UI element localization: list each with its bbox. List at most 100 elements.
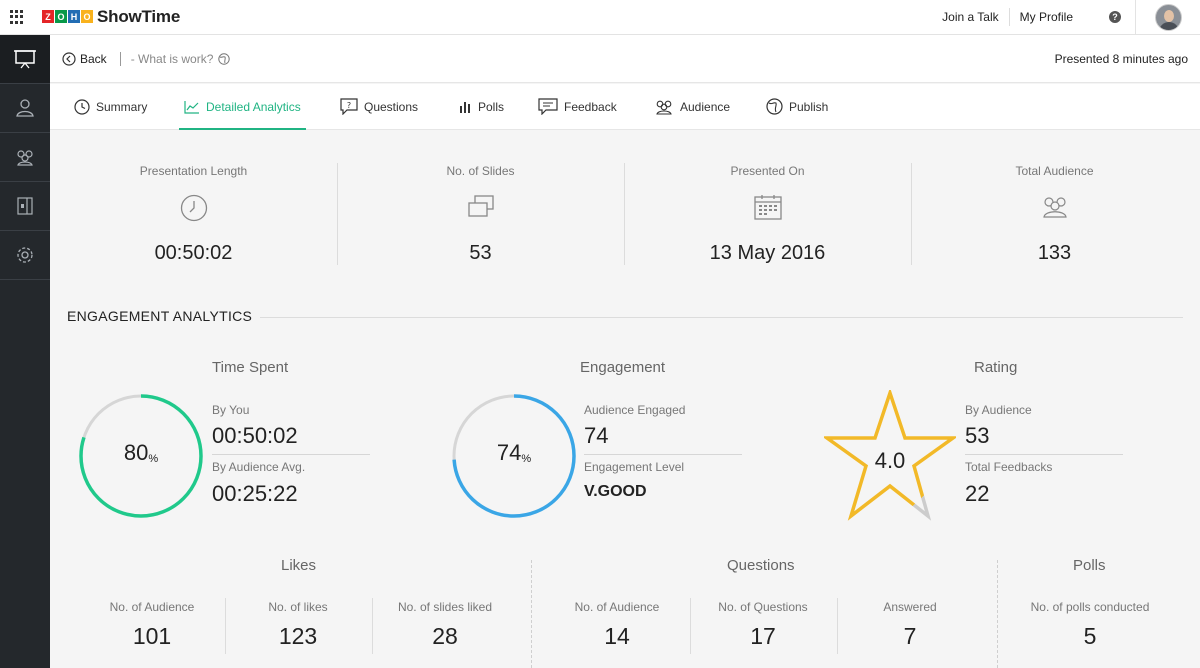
library-icon — [17, 197, 33, 215]
engagement-level-label: Engagement Level — [584, 460, 685, 474]
presentation-title: - What is work? — [130, 51, 214, 66]
sidebar-item-presenter[interactable] — [0, 84, 50, 133]
clock-icon — [74, 98, 90, 115]
divider — [119, 51, 121, 66]
tab-label: Publish — [789, 99, 829, 114]
tab-label: Questions — [364, 99, 419, 114]
calendar-icon — [753, 195, 782, 220]
rating-value: 4.0 — [874, 448, 906, 473]
divider — [531, 560, 532, 668]
feedback-icon — [538, 98, 558, 115]
back-button[interactable]: Back — [62, 52, 107, 66]
time-spent-ring — [79, 394, 203, 518]
sidebar-item-library[interactable] — [0, 182, 50, 231]
tab-detailed-analytics[interactable]: Detailed Analytics — [179, 84, 306, 130]
questions-audience-value: 14 — [604, 623, 630, 649]
total-feedbacks-value: 22 — [965, 481, 990, 506]
app-logo[interactable]: Z O H O ShowTime — [42, 7, 180, 27]
divider — [965, 454, 1123, 455]
divider — [1008, 8, 1010, 26]
stat-value: 133 — [1037, 242, 1072, 264]
tab-audience[interactable]: Audience — [654, 84, 730, 129]
time-spent-percent: 80% — [79, 440, 203, 466]
section-heading: ENGAGEMENT ANALYTICS — [67, 308, 253, 324]
likes-title: Likes — [281, 557, 317, 574]
audience-icon — [17, 150, 33, 166]
tab-label: Detailed Analytics — [206, 99, 301, 114]
tab-label: Polls — [478, 99, 505, 114]
total-feedbacks-label: Total Feedbacks — [965, 460, 1053, 474]
svg-text:?: ? — [347, 101, 351, 110]
analytics-tabs: Summary Detailed Analytics ? Questions P… — [50, 84, 1200, 130]
slides-liked-label: No. of slides liked — [397, 600, 493, 614]
tab-summary[interactable]: Summary — [74, 84, 147, 129]
tab-questions[interactable]: ? Questions — [340, 84, 418, 129]
divider — [260, 317, 1183, 318]
by-you-value: 00:50:02 — [212, 423, 298, 448]
sidebar-item-audience[interactable] — [0, 133, 50, 182]
time-spent-progress — [79, 394, 203, 518]
answered-value: 7 — [903, 623, 917, 649]
stat-value: 53 — [469, 242, 492, 264]
time-spent-title: Time Spent — [212, 359, 289, 376]
slides-icon — [467, 195, 494, 217]
join-talk-link[interactable]: Join a Talk — [942, 10, 999, 24]
top-right-nav: Join a Talk My Profile ? — [932, 0, 1200, 34]
divider — [584, 454, 742, 455]
apps-grid-icon[interactable] — [10, 10, 24, 24]
likes-count-label: No. of likes — [268, 600, 328, 614]
engagement-progress — [452, 394, 576, 518]
audience-engaged-value: 74 — [584, 423, 609, 448]
globe-icon — [766, 98, 783, 115]
avatar[interactable] — [1154, 3, 1182, 31]
stat-value: 13 May 2016 — [709, 242, 826, 264]
app-name: ShowTime — [97, 7, 181, 26]
stat-label: Presentation Length — [139, 164, 248, 178]
engagement-title: Engagement — [580, 359, 666, 376]
stat-label: Presented On — [730, 164, 805, 178]
sidebar — [0, 35, 50, 668]
presentation-icon — [14, 50, 36, 69]
presented-time: Presented 8 minutes ago — [1054, 52, 1188, 66]
rating-star-icon — [824, 390, 956, 521]
divider — [997, 560, 998, 668]
clock-icon — [180, 194, 207, 222]
tab-label: Feedback — [564, 99, 617, 114]
stat-presentation-length: Presentation Length 00:50:02 — [50, 131, 337, 291]
divider — [837, 598, 838, 654]
audience-avg-label: By Audience Avg. — [212, 460, 306, 474]
divider — [690, 598, 691, 654]
polls-conducted-label: No. of polls conducted — [1030, 600, 1150, 614]
presentation-header: Back - What is work? Presented 8 minutes… — [50, 35, 1200, 83]
polls-conducted-value: 5 — [1083, 623, 1097, 649]
stat-presented-on: Presented On 13 May 2016 — [624, 131, 911, 291]
percent-value: 80 — [123, 440, 149, 465]
sidebar-item-presentations[interactable] — [0, 35, 50, 84]
tab-feedback[interactable]: Feedback — [538, 84, 617, 129]
tab-label: Summary — [96, 99, 148, 114]
tab-label: Audience — [680, 99, 731, 114]
percent-sign: % — [521, 453, 532, 465]
tab-publish[interactable]: Publish — [766, 84, 828, 129]
presentation-stats: Presentation Length 00:50:02 No. of Slid… — [50, 131, 1200, 291]
zoho-logo: Z O H O — [42, 10, 94, 24]
stat-slides: No. of Slides 53 — [337, 131, 624, 291]
my-profile-link[interactable]: My Profile — [1019, 10, 1073, 24]
globe-icon — [218, 52, 231, 65]
percent-sign: % — [148, 453, 159, 465]
by-you-label: By You — [212, 403, 250, 417]
stat-label: No. of Slides — [446, 164, 515, 178]
divider — [624, 163, 625, 265]
slides-liked-value: 28 — [432, 623, 458, 649]
tab-polls[interactable]: Polls — [458, 84, 504, 129]
help-icon[interactable]: ? — [1109, 11, 1121, 23]
by-audience-value: 53 — [965, 423, 990, 448]
back-arrow-icon — [62, 51, 76, 66]
divider — [225, 598, 226, 654]
likes-audience-value: 101 — [132, 623, 172, 649]
sidebar-item-settings[interactable] — [0, 231, 50, 280]
divider — [372, 598, 373, 654]
zoho-letter: O — [55, 10, 67, 23]
percent-value: 74 — [496, 440, 522, 465]
bar-chart-icon — [460, 101, 470, 113]
